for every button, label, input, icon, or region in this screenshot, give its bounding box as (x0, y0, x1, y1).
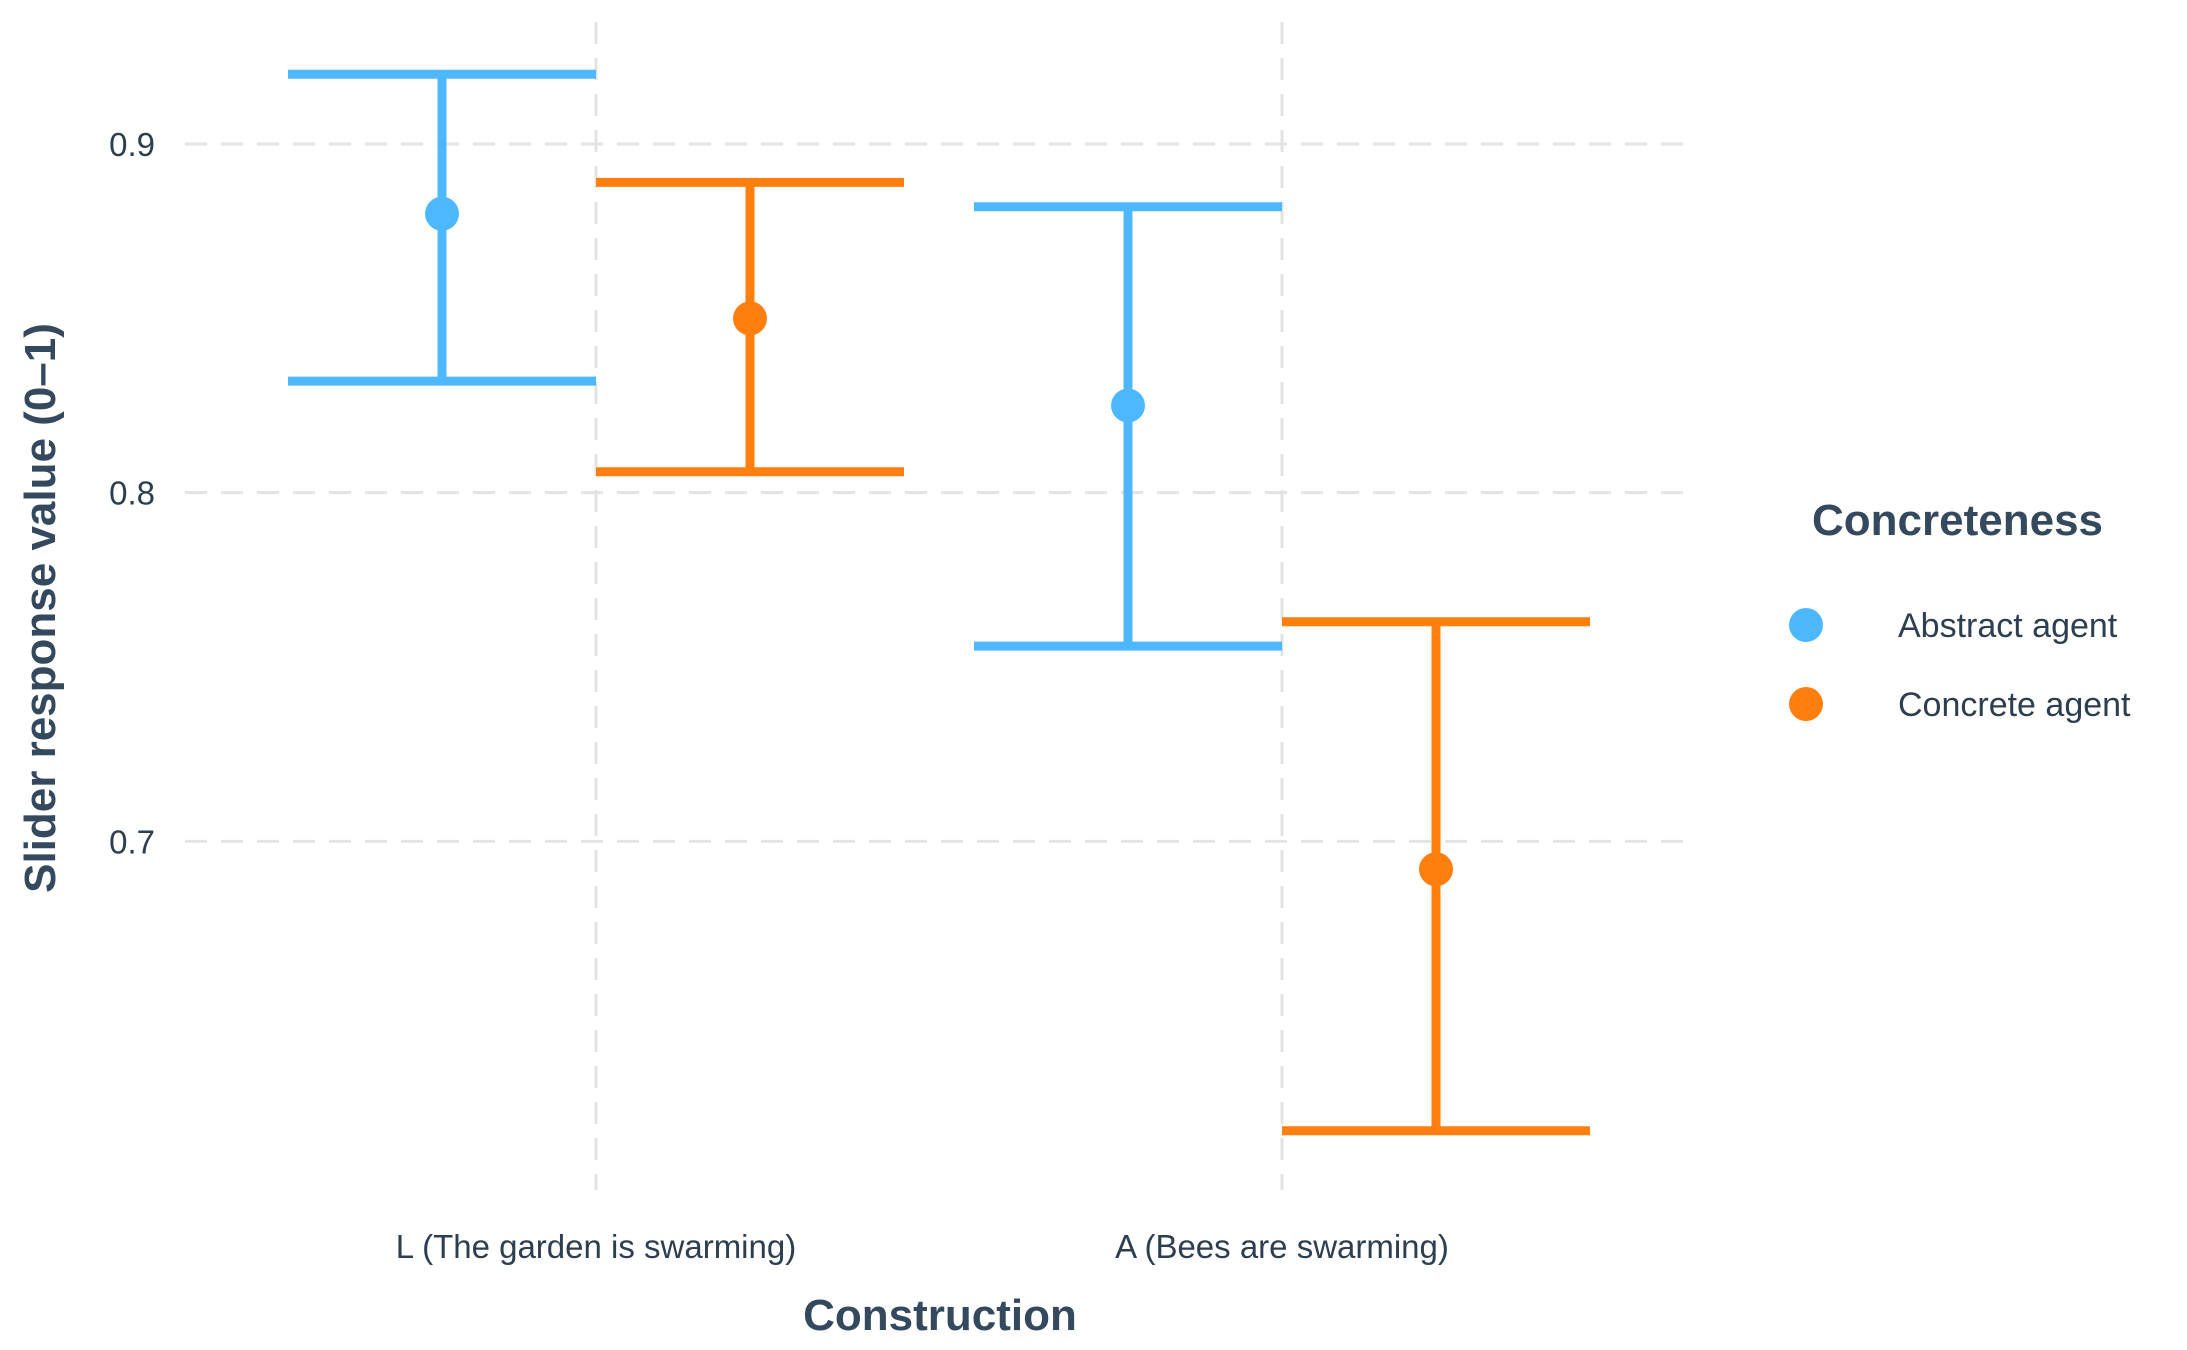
legend-key (1789, 608, 1823, 642)
y-axis-ticks: 0.7 0.8 0.9 (109, 126, 155, 860)
y-tick-label: 0.7 (109, 823, 155, 860)
legend-label: Abstract agent (1898, 607, 2118, 645)
legend: Concreteness Abstract agent Concrete agen… (1789, 496, 2131, 724)
x-axis-title: Construction (803, 1291, 1077, 1340)
mean-point (733, 301, 767, 336)
legend-entry: Abstract agent (1789, 607, 2118, 645)
y-tick-label: 0.8 (109, 475, 155, 512)
x-tick-label: L (The garden is swarming) (396, 1228, 796, 1265)
legend-entry: Concrete agent (1789, 686, 2131, 724)
legend-entries: Abstract agent Concrete agent (1789, 607, 2131, 724)
legend-key (1789, 687, 1823, 721)
series-abstract-agent (288, 69, 1282, 651)
legend-title: Concreteness (1812, 496, 2103, 545)
x-axis-ticks: L (The garden is swarming) A (Bees are sw… (396, 1228, 1449, 1265)
series-concrete-agent (596, 177, 1590, 1136)
y-tick-label: 0.9 (109, 126, 155, 163)
grid (185, 22, 1695, 1190)
mean-point (1111, 388, 1145, 423)
series-layer (288, 69, 1590, 1136)
y-axis-title: Slider response value (0–1) (16, 323, 65, 893)
mean-point (425, 196, 459, 231)
x-tick-label: A (Bees are swarming) (1115, 1228, 1449, 1265)
legend-label: Concrete agent (1898, 686, 2131, 724)
mean-point (1419, 852, 1453, 887)
